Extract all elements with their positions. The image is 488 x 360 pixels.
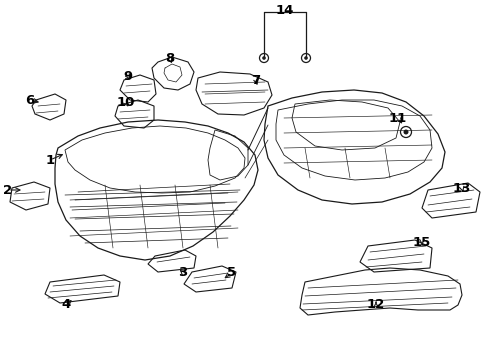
Circle shape xyxy=(403,130,407,135)
Circle shape xyxy=(262,56,265,60)
Text: 13: 13 xyxy=(452,181,470,194)
Text: 3: 3 xyxy=(178,266,187,279)
Text: 5: 5 xyxy=(227,266,236,279)
Text: 14: 14 xyxy=(275,4,294,17)
Text: 4: 4 xyxy=(61,298,70,311)
Circle shape xyxy=(304,56,307,60)
Text: 1: 1 xyxy=(45,153,55,166)
Text: 10: 10 xyxy=(117,96,135,109)
Text: 8: 8 xyxy=(165,53,174,66)
Text: 2: 2 xyxy=(3,184,13,197)
Text: 9: 9 xyxy=(123,69,132,82)
Text: 6: 6 xyxy=(25,94,35,107)
Text: 7: 7 xyxy=(251,73,260,86)
Text: 15: 15 xyxy=(412,235,430,248)
Text: 11: 11 xyxy=(388,112,407,125)
Text: 12: 12 xyxy=(366,298,385,311)
